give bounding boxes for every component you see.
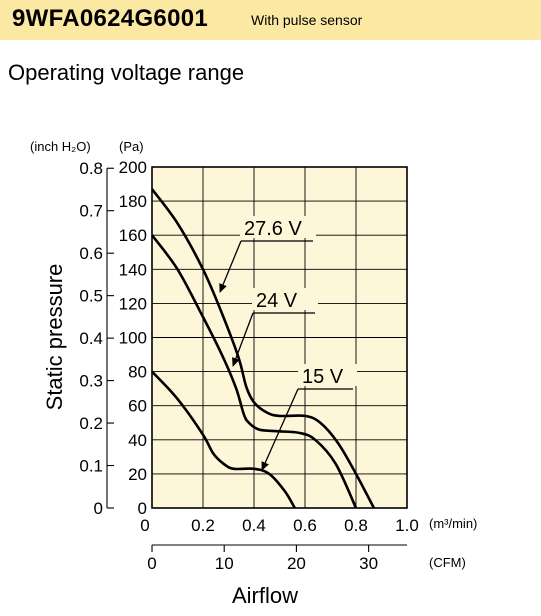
- y-tick-pa: 180: [119, 192, 147, 211]
- x-tick-cfm: 30: [359, 554, 378, 573]
- label-24v-arrow: [232, 312, 254, 367]
- x-unit-cfm: (CFM): [429, 555, 466, 570]
- y-tick-pa: 200: [119, 158, 147, 177]
- label-15v: 15 V: [302, 366, 344, 388]
- x-tick-m3: 0.4: [242, 516, 266, 535]
- y-tick-inch: 0.8: [79, 159, 103, 178]
- y-tick-pa: 20: [128, 465, 147, 484]
- x-tick-m3: 1.0: [395, 516, 419, 535]
- axes: 02040608010012014016018020000.10.20.30.4…: [30, 139, 477, 608]
- x-unit-m3: (m³/min): [429, 516, 477, 531]
- y-tick-inch: 0.6: [79, 244, 103, 263]
- y-tick-inch: 0.1: [79, 457, 103, 476]
- y-tick-inch: 0.4: [79, 329, 103, 348]
- series-curves: [150, 188, 376, 509]
- header-bar: [0, 0, 541, 40]
- label-27-6v-arrow: [219, 240, 242, 293]
- y-tick-pa: 80: [128, 363, 147, 382]
- series-27-6v-curve: [150, 188, 376, 509]
- y-tick-pa: 120: [119, 294, 147, 313]
- label-15v-bg: [298, 364, 357, 386]
- y-tick-pa: 0: [138, 499, 147, 518]
- y-tick-inch: 0.7: [79, 202, 103, 221]
- y-unit-pa: (Pa): [119, 139, 144, 154]
- label-24v-bg: [252, 288, 318, 310]
- series-24v-curve: [150, 234, 358, 509]
- series-15v-curve: [151, 370, 296, 509]
- label-24v: 24 V: [256, 290, 298, 312]
- x-tick-cfm: 0: [147, 554, 156, 573]
- x-tick-m3: 0.2: [191, 516, 215, 535]
- y-tick-pa: 100: [119, 329, 147, 348]
- y-tick-pa: 140: [119, 260, 147, 279]
- model-number: 9WFA0624G6001: [12, 5, 209, 32]
- y-tick-inch: 0.2: [79, 414, 103, 433]
- label-15v-arrow: [261, 388, 299, 471]
- label-27-6v: 27.6 V: [244, 218, 302, 240]
- y-tick-pa: 60: [128, 397, 147, 416]
- y-tick-pa: 160: [119, 226, 147, 245]
- x-tick-m3: 0.6: [293, 516, 317, 535]
- y-unit-inch: (inch H₂O): [30, 139, 91, 154]
- y-tick-inch: 0.5: [79, 287, 103, 306]
- y-tick-inch: 0: [94, 499, 103, 518]
- section-title: Operating voltage range: [8, 60, 245, 85]
- x-axis-title: Airflow: [232, 583, 298, 608]
- annotations: 27.6 V 24 V 15 V: [219, 216, 357, 471]
- x-tick-m3: 0.8: [344, 516, 368, 535]
- y-tick-inch: 0.3: [79, 372, 103, 391]
- model-subtitle: With pulse sensor: [251, 12, 363, 28]
- x-tick-cfm: 10: [215, 554, 234, 573]
- y-tick-pa: 40: [128, 431, 147, 450]
- y-axis-title: Static pressure: [42, 264, 67, 411]
- x-tick-m3: 0: [140, 516, 149, 535]
- x-tick-cfm: 20: [287, 554, 306, 573]
- label-27-6v-bg: [240, 216, 316, 238]
